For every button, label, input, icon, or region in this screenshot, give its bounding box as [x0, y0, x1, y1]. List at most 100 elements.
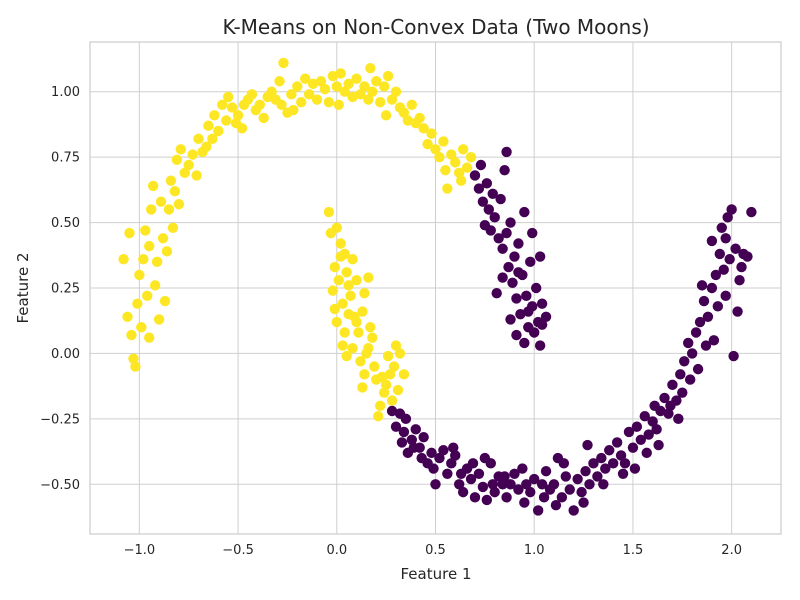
data-point-cluster-0: [529, 327, 540, 338]
data-point-cluster-0: [653, 439, 664, 451]
data-point-cluster-1: [382, 350, 394, 362]
data-point-cluster-1: [335, 251, 346, 262]
data-point-cluster-1: [236, 123, 248, 134]
data-point-cluster-0: [673, 413, 684, 425]
data-point-cluster-1: [276, 99, 287, 111]
data-point-cluster-0: [475, 159, 487, 171]
data-point-cluster-1: [193, 133, 204, 145]
data-point-cluster-1: [153, 314, 165, 325]
data-point-cluster-1: [357, 306, 368, 317]
data-point-cluster-0: [519, 497, 530, 508]
data-point-cluster-0: [513, 484, 524, 495]
data-point-cluster-0: [408, 442, 419, 453]
data-point-cluster-1: [382, 70, 394, 82]
data-point-cluster-0: [596, 452, 607, 464]
data-point-cluster-1: [327, 70, 339, 82]
data-point-cluster-0: [665, 400, 676, 411]
data-point-cluster-1: [183, 159, 194, 171]
data-point-cluster-0: [706, 235, 718, 247]
data-point-cluster-1: [450, 157, 461, 168]
data-point-cluster-0: [519, 206, 530, 218]
data-point-cluster-0: [564, 484, 575, 495]
data-point-cluster-0: [675, 369, 686, 380]
data-point-cluster-0: [457, 486, 469, 498]
data-point-cluster-0: [611, 437, 623, 448]
data-point-cluster-0: [396, 437, 408, 448]
data-point-cluster-1: [434, 151, 445, 163]
data-point-cluster-0: [501, 492, 512, 503]
data-point-cluster-1: [226, 102, 238, 113]
data-point-cluster-1: [422, 138, 433, 150]
data-point-cluster-0: [495, 193, 506, 205]
y-tick-label: 1.00: [51, 85, 80, 100]
data-point-cluster-0: [635, 434, 647, 445]
data-point-cluster-1: [347, 342, 358, 354]
data-point-cluster-1: [130, 361, 141, 372]
data-point-cluster-0: [698, 295, 710, 307]
data-point-cluster-1: [319, 83, 331, 95]
data-point-cluster-1: [365, 62, 376, 74]
data-point-cluster-0: [507, 277, 518, 288]
data-point-cluster-1: [209, 110, 220, 121]
data-point-cluster-1: [146, 204, 157, 215]
data-point-cluster-0: [479, 452, 491, 464]
data-point-cluster-0: [509, 468, 520, 480]
data-point-cluster-1: [292, 81, 303, 92]
data-point-cluster-0: [400, 413, 412, 425]
y-tick-label: 0.25: [51, 282, 80, 297]
data-point-cluster-1: [355, 89, 366, 100]
x-tick-label: −0.5: [222, 543, 254, 558]
data-point-cluster-1: [390, 340, 402, 351]
scatter-points: [118, 57, 757, 516]
data-point-cluster-1: [333, 274, 344, 286]
data-point-cluster-0: [639, 411, 650, 422]
data-point-cluster-0: [497, 479, 508, 490]
x-tick-label: 0.5: [425, 543, 446, 558]
y-tick-label: −0.25: [40, 412, 80, 427]
data-point-cluster-0: [615, 450, 627, 461]
data-point-cluster-0: [499, 165, 510, 176]
data-point-cluster-0: [736, 261, 747, 273]
data-point-cluster-1: [341, 350, 352, 362]
data-point-cluster-0: [659, 392, 670, 404]
data-point-cluster-1: [406, 99, 418, 111]
data-point-cluster-1: [179, 167, 190, 179]
x-tick-label: −1.0: [124, 543, 156, 558]
data-point-cluster-1: [307, 78, 319, 90]
y-tick-label: 0.75: [51, 151, 80, 166]
data-point-cluster-0: [742, 251, 753, 262]
data-point-cluster-0: [696, 280, 708, 291]
data-point-cluster-0: [643, 429, 654, 440]
data-point-cluster-0: [386, 405, 398, 417]
data-point-cluster-0: [684, 374, 696, 385]
data-point-cluster-0: [651, 424, 662, 435]
data-point-cluster-0: [513, 267, 524, 278]
data-point-cluster-1: [118, 254, 129, 265]
data-point-cluster-0: [448, 442, 459, 453]
data-point-cluster-0: [677, 387, 688, 398]
data-point-cluster-1: [367, 332, 378, 343]
data-point-cluster-0: [714, 248, 725, 260]
data-point-cluster-1: [343, 280, 354, 291]
data-point-cluster-0: [631, 421, 643, 432]
data-point-cluster-0: [489, 212, 500, 223]
data-point-cluster-1: [388, 361, 400, 372]
data-point-cluster-1: [347, 254, 358, 265]
data-point-cluster-1: [440, 165, 451, 176]
data-point-cluster-0: [469, 170, 481, 181]
data-point-cluster-0: [702, 311, 714, 322]
data-point-cluster-0: [481, 178, 493, 189]
data-point-cluster-0: [511, 293, 522, 304]
data-point-cluster-1: [345, 290, 356, 302]
data-point-cluster-1: [155, 196, 167, 207]
data-point-cluster-1: [151, 256, 163, 268]
data-point-cluster-0: [582, 439, 593, 451]
data-point-cluster-1: [378, 387, 390, 398]
data-point-cluster-1: [375, 400, 386, 411]
data-point-cluster-1: [430, 144, 441, 155]
data-point-cluster-1: [207, 133, 218, 145]
data-point-cluster-1: [299, 73, 311, 84]
data-point-cluster-0: [501, 146, 512, 158]
data-point-cluster-1: [175, 144, 187, 155]
